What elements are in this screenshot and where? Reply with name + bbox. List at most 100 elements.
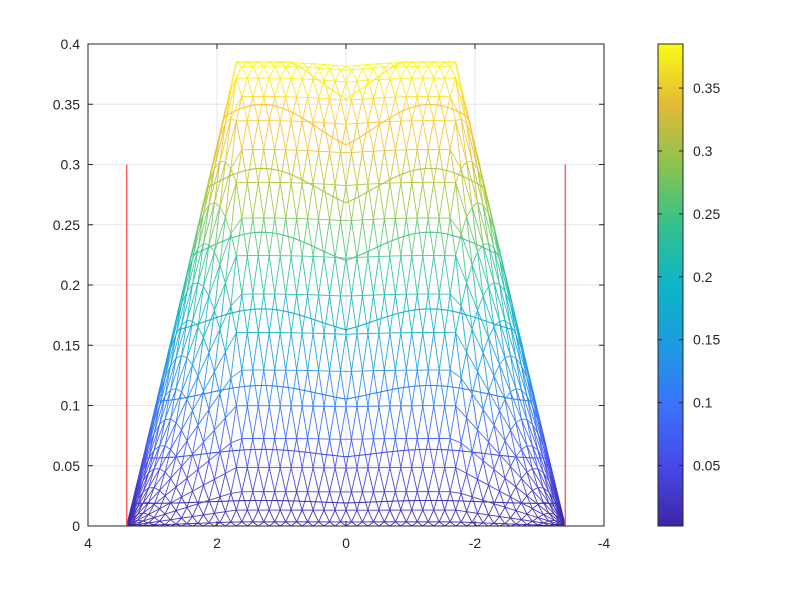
mesh-edge <box>318 406 325 439</box>
mesh-edge <box>449 438 457 468</box>
mesh-edge <box>438 96 446 121</box>
mesh-edge <box>383 97 391 122</box>
mesh-edge <box>159 365 171 407</box>
mesh-edge <box>493 490 500 504</box>
mesh-edge <box>526 513 539 518</box>
mesh-edge <box>526 508 533 515</box>
mesh-edge <box>175 291 188 335</box>
x-tick-label: 0 <box>342 535 350 551</box>
mesh-edge <box>372 294 380 334</box>
mesh-edge <box>537 468 544 474</box>
mesh-edge <box>367 294 374 334</box>
mesh-edge <box>159 419 166 425</box>
mesh-edge <box>235 120 243 150</box>
mesh-edge <box>455 467 462 494</box>
mesh-edge <box>471 393 479 431</box>
mesh-edge <box>438 467 446 492</box>
mesh-edge <box>362 295 369 334</box>
mesh-edge <box>477 352 484 372</box>
mesh-edge <box>383 121 391 151</box>
mesh-edge <box>466 123 473 162</box>
mesh-edge <box>274 405 281 439</box>
mesh-edge <box>186 440 193 455</box>
mesh-edge <box>378 97 385 123</box>
mesh-edge <box>449 332 457 371</box>
mesh-edge <box>219 473 226 497</box>
mesh-edge <box>329 491 336 511</box>
mesh-edge <box>224 89 232 110</box>
mesh-edge <box>181 364 193 393</box>
mesh-edge <box>438 521 445 526</box>
mesh-edge <box>383 332 391 371</box>
mesh-edge <box>324 183 336 186</box>
mesh-edge <box>224 78 237 124</box>
mesh-edge <box>433 77 440 97</box>
mesh-edge <box>367 467 374 492</box>
mesh-edge <box>510 422 517 431</box>
mesh-edge <box>438 149 446 183</box>
mesh-edge <box>296 183 303 219</box>
mesh-edge <box>252 255 259 295</box>
mesh-edge <box>257 370 265 406</box>
mesh-edge <box>148 514 155 518</box>
mesh-edge <box>142 458 150 481</box>
mesh-edge <box>258 521 265 526</box>
mesh-edge <box>455 78 468 124</box>
mesh-edge <box>257 66 265 79</box>
mesh-edge <box>153 424 160 434</box>
mesh-edge <box>438 217 446 256</box>
mesh-edge <box>351 439 358 468</box>
mesh-edge <box>142 520 149 524</box>
mesh-edge <box>477 202 484 206</box>
mesh-edge <box>521 502 533 510</box>
mesh-edge <box>159 513 166 522</box>
mesh-edge <box>323 521 330 526</box>
mesh-edge <box>313 183 325 185</box>
mesh-edge <box>405 182 413 219</box>
mesh-edge <box>356 184 363 220</box>
mesh-edge <box>345 467 352 493</box>
mesh-edge <box>307 406 314 439</box>
mesh-edge <box>482 409 495 426</box>
mesh-edge <box>460 352 468 379</box>
mesh-edge <box>235 332 243 371</box>
mesh-edge <box>362 184 369 220</box>
mesh-edge <box>257 438 265 468</box>
mesh-edge <box>203 202 215 244</box>
mesh-edge <box>362 151 369 185</box>
mesh-edge <box>405 218 413 256</box>
mesh-edge <box>290 97 298 122</box>
mesh-edge <box>493 326 506 358</box>
mesh-edge <box>307 97 314 123</box>
mesh-edge <box>378 62 390 65</box>
mesh-edge <box>230 118 237 122</box>
mesh-edge <box>351 521 358 526</box>
mesh-edge <box>329 184 336 220</box>
mesh-edge <box>246 509 254 523</box>
mesh-edge <box>422 217 429 256</box>
mesh-edge <box>279 467 287 492</box>
mesh-edge <box>422 66 429 79</box>
mesh-edge <box>148 412 155 435</box>
mesh-edge <box>411 294 418 333</box>
mesh-edge <box>241 509 248 523</box>
mesh-edge <box>351 64 358 71</box>
mesh-edge <box>186 248 199 292</box>
mesh-edge <box>148 449 155 459</box>
mesh-edge <box>367 64 374 69</box>
mesh-edge <box>312 121 320 152</box>
y-axis-ticks: 00.050.10.150.20.250.30.350.4 <box>53 36 604 534</box>
mesh-edge <box>307 521 314 526</box>
mesh-edge <box>224 120 237 162</box>
mesh-edge <box>208 244 215 253</box>
mesh-edge <box>351 467 358 493</box>
mesh-edge <box>362 80 369 100</box>
mesh-edge <box>263 438 270 468</box>
mesh-edge <box>515 357 522 366</box>
mesh-edge <box>466 451 473 474</box>
mesh-edge <box>543 487 550 493</box>
x-tick-label: 4 <box>84 535 92 551</box>
mesh-edge <box>378 491 385 511</box>
mesh-edge <box>394 405 402 439</box>
mesh-edge <box>334 69 341 82</box>
